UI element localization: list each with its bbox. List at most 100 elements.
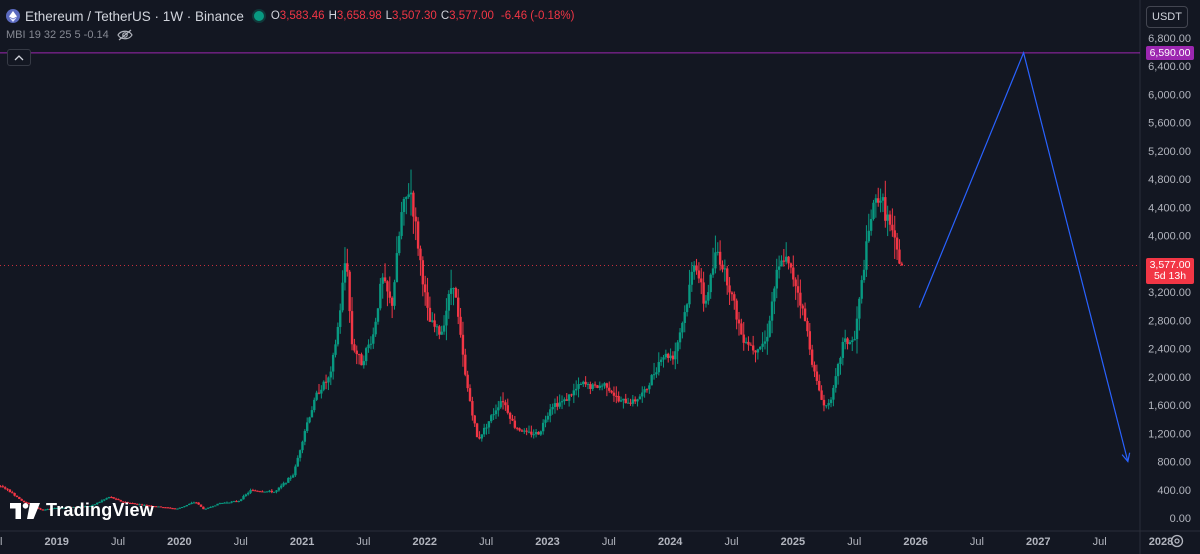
candle-body <box>173 508 177 510</box>
candle-body <box>518 428 521 431</box>
candle-body <box>367 344 370 349</box>
y-tick-label: 0.00 <box>1170 513 1191 525</box>
symbol-title[interactable]: Ethereum / TetherUS · 1W · Binance <box>25 8 244 24</box>
candle-body <box>265 491 269 493</box>
candle-body <box>487 421 491 428</box>
candle-body <box>58 508 61 510</box>
candle-body <box>617 396 620 402</box>
target-price-tag: 6,590.00 <box>1146 46 1194 60</box>
candle-body <box>674 351 677 360</box>
candle-body <box>126 502 130 504</box>
ohlc-high: H3,658.98 <box>328 10 382 22</box>
candle-body <box>841 341 845 358</box>
candle-body <box>291 475 295 478</box>
candle-body <box>329 371 332 378</box>
projection-path <box>918 50 1129 462</box>
candle-body <box>249 490 252 493</box>
candle-body <box>452 288 455 290</box>
currency-selector[interactable]: USDT <box>1146 6 1188 28</box>
chart-settings-button[interactable] <box>1168 532 1186 550</box>
candle-body <box>867 230 870 242</box>
candle-body <box>735 300 738 320</box>
candle-body <box>558 402 561 407</box>
candle-body <box>751 345 755 351</box>
candle-body <box>143 504 146 506</box>
hide-eye-icon[interactable] <box>117 29 133 41</box>
candle-body <box>556 403 559 407</box>
candle-body <box>832 387 835 400</box>
y-tick-label: 4,400.00 <box>1148 202 1191 214</box>
candle-body <box>395 253 399 283</box>
tradingview-logo[interactable]: TradingView <box>10 500 154 521</box>
candle-body <box>777 266 781 270</box>
candle-body <box>773 288 776 302</box>
candle-body <box>782 260 786 262</box>
y-tick-label: 5,600.00 <box>1148 118 1191 130</box>
candle-body <box>44 509 47 511</box>
x-tick-label: Jul <box>356 536 370 548</box>
y-tick-label: 6,000.00 <box>1148 89 1191 101</box>
candle-body <box>591 384 594 389</box>
candle-body <box>895 237 899 250</box>
market-open-icon <box>253 11 264 21</box>
candle-body <box>176 508 179 510</box>
candle-body <box>615 395 618 397</box>
candle-body <box>891 224 894 231</box>
candle-body <box>412 192 415 217</box>
candle-body <box>199 504 203 507</box>
candle-body <box>801 305 804 309</box>
tradingview-logo-text: TradingView <box>46 500 154 520</box>
candle-body <box>256 490 259 492</box>
candle-body <box>551 406 554 410</box>
candle-body <box>70 507 73 509</box>
x-tick-label: 2024 <box>658 536 683 548</box>
candle-body <box>459 316 462 335</box>
candle-body <box>728 285 731 293</box>
candle-body <box>525 430 528 432</box>
chevron-up-icon <box>14 54 24 60</box>
candle-body <box>428 307 432 322</box>
candle-body <box>261 491 264 493</box>
candle-body <box>508 412 512 419</box>
candle-body <box>579 384 583 386</box>
candle-body <box>27 502 30 504</box>
candle-body <box>213 505 217 507</box>
candle-body <box>869 219 873 231</box>
x-tick-label: 2020 <box>167 536 191 548</box>
candle-body <box>303 430 307 442</box>
candle-body <box>15 495 19 497</box>
candle-body <box>157 506 160 508</box>
candle-body <box>119 500 122 502</box>
candle-body <box>464 354 467 375</box>
candle-body <box>619 400 623 402</box>
candle-body <box>813 364 816 372</box>
candle-body <box>324 381 328 383</box>
indicator-legend[interactable]: MBI 19 32 25 5 -0.14 <box>6 29 133 41</box>
candle-body <box>159 506 163 508</box>
x-tick-label: Jul <box>111 536 125 548</box>
candle-body <box>598 385 601 388</box>
candle-body <box>534 431 538 435</box>
y-tick-label: 2,400.00 <box>1148 344 1191 356</box>
candle-body <box>164 507 167 509</box>
target-price-label: 6,590.00 <box>1149 47 1191 59</box>
candle-body <box>657 362 660 373</box>
candle-body <box>822 399 826 406</box>
candle-body <box>794 279 797 287</box>
candle-body <box>346 263 349 272</box>
candle-body <box>298 450 302 458</box>
candle-body <box>110 497 113 499</box>
candle-body <box>0 486 2 488</box>
candle-body <box>37 507 40 509</box>
candle-body <box>544 419 547 423</box>
collapse-legend-button[interactable] <box>7 49 31 66</box>
candle-body <box>313 399 316 411</box>
candle-body <box>277 487 281 491</box>
candle-body <box>770 301 774 321</box>
candle-body <box>645 389 649 391</box>
last-price-label: 3,577.00 <box>1149 259 1191 271</box>
candle-body <box>792 267 795 280</box>
projection-arrowhead <box>1121 452 1131 463</box>
candle-body <box>655 372 658 375</box>
